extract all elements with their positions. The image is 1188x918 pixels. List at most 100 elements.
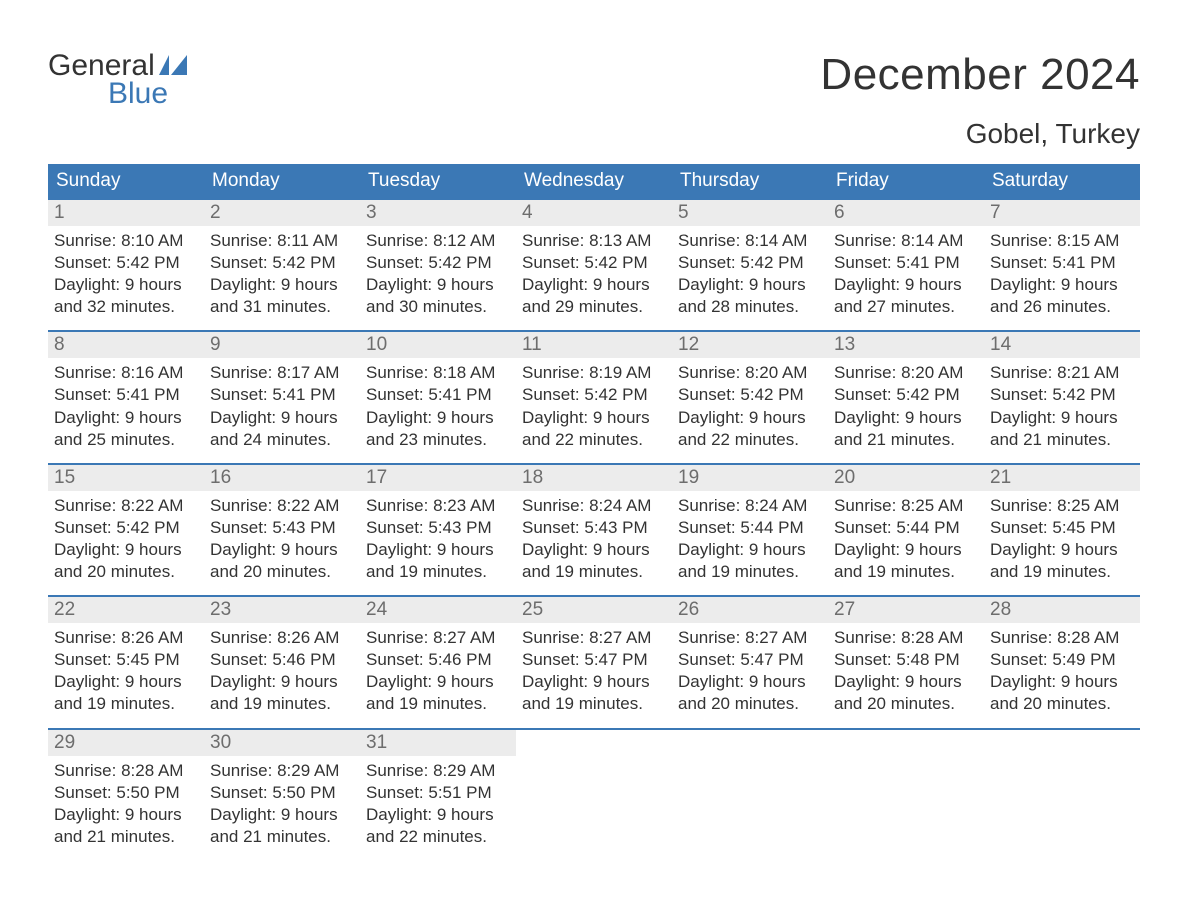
day-info: Sunrise: 8:28 AMSunset: 5:49 PMDaylight:…	[984, 623, 1140, 715]
day-cell: 26Sunrise: 8:27 AMSunset: 5:47 PMDayligh…	[672, 597, 828, 723]
day-number: 10	[360, 332, 516, 358]
sunrise-text: Sunrise: 8:19 AM	[522, 362, 666, 384]
day-cell: 27Sunrise: 8:28 AMSunset: 5:48 PMDayligh…	[828, 597, 984, 723]
day-number: 24	[360, 597, 516, 623]
sunset-text: Sunset: 5:42 PM	[522, 252, 666, 274]
sunset-text: Sunset: 5:42 PM	[678, 384, 822, 406]
day-number: 7	[984, 200, 1140, 226]
sunset-text: Sunset: 5:42 PM	[990, 384, 1134, 406]
day-number: 5	[672, 200, 828, 226]
day-cell: 19Sunrise: 8:24 AMSunset: 5:44 PMDayligh…	[672, 465, 828, 591]
dayheader-monday: Monday	[204, 164, 360, 198]
sunrise-text: Sunrise: 8:26 AM	[210, 627, 354, 649]
day-info: Sunrise: 8:29 AMSunset: 5:51 PMDaylight:…	[360, 756, 516, 848]
dl2-text: and 31 minutes.	[210, 296, 354, 318]
header-row: General Blue December 2024 Gobel, Turkey	[48, 50, 1140, 150]
day-number: 11	[516, 332, 672, 358]
sunset-text: Sunset: 5:41 PM	[834, 252, 978, 274]
sunrise-text: Sunrise: 8:22 AM	[210, 495, 354, 517]
day-cell: 18Sunrise: 8:24 AMSunset: 5:43 PMDayligh…	[516, 465, 672, 591]
day-number: 1	[48, 200, 204, 226]
sunset-text: Sunset: 5:41 PM	[210, 384, 354, 406]
sunset-text: Sunset: 5:42 PM	[522, 384, 666, 406]
sunset-text: Sunset: 5:47 PM	[522, 649, 666, 671]
dl2-text: and 22 minutes.	[522, 429, 666, 451]
day-info: Sunrise: 8:27 AMSunset: 5:47 PMDaylight:…	[516, 623, 672, 715]
sunrise-text: Sunrise: 8:20 AM	[834, 362, 978, 384]
dayheader-sunday: Sunday	[48, 164, 204, 198]
week-row: 8Sunrise: 8:16 AMSunset: 5:41 PMDaylight…	[48, 330, 1140, 458]
logo: General Blue	[48, 50, 193, 109]
sunset-text: Sunset: 5:44 PM	[834, 517, 978, 539]
day-number: 15	[48, 465, 204, 491]
day-cell: 2Sunrise: 8:11 AMSunset: 5:42 PMDaylight…	[204, 200, 360, 326]
weeks-container: 1Sunrise: 8:10 AMSunset: 5:42 PMDaylight…	[48, 198, 1140, 856]
sunset-text: Sunset: 5:42 PM	[834, 384, 978, 406]
dl1-text: Daylight: 9 hours	[366, 671, 510, 693]
day-info: Sunrise: 8:29 AMSunset: 5:50 PMDaylight:…	[204, 756, 360, 848]
day-info: Sunrise: 8:22 AMSunset: 5:42 PMDaylight:…	[48, 491, 204, 583]
sunset-text: Sunset: 5:49 PM	[990, 649, 1134, 671]
sunset-text: Sunset: 5:41 PM	[366, 384, 510, 406]
dl2-text: and 19 minutes.	[366, 693, 510, 715]
week-row: 29Sunrise: 8:28 AMSunset: 5:50 PMDayligh…	[48, 728, 1140, 856]
day-number: 4	[516, 200, 672, 226]
day-number: 2	[204, 200, 360, 226]
sunset-text: Sunset: 5:42 PM	[54, 517, 198, 539]
sunset-text: Sunset: 5:42 PM	[54, 252, 198, 274]
dayheader-tuesday: Tuesday	[360, 164, 516, 198]
dl1-text: Daylight: 9 hours	[366, 274, 510, 296]
dl2-text: and 30 minutes.	[366, 296, 510, 318]
sunset-text: Sunset: 5:46 PM	[210, 649, 354, 671]
day-cell	[828, 730, 984, 856]
dl2-text: and 19 minutes.	[54, 693, 198, 715]
dl2-text: and 20 minutes.	[834, 693, 978, 715]
sunrise-text: Sunrise: 8:13 AM	[522, 230, 666, 252]
day-info: Sunrise: 8:22 AMSunset: 5:43 PMDaylight:…	[204, 491, 360, 583]
sunrise-text: Sunrise: 8:29 AM	[366, 760, 510, 782]
day-info: Sunrise: 8:20 AMSunset: 5:42 PMDaylight:…	[828, 358, 984, 450]
day-cell	[672, 730, 828, 856]
sunset-text: Sunset: 5:50 PM	[210, 782, 354, 804]
day-info: Sunrise: 8:28 AMSunset: 5:48 PMDaylight:…	[828, 623, 984, 715]
day-cell: 30Sunrise: 8:29 AMSunset: 5:50 PMDayligh…	[204, 730, 360, 856]
dl2-text: and 19 minutes.	[990, 561, 1134, 583]
dl1-text: Daylight: 9 hours	[210, 671, 354, 693]
day-info: Sunrise: 8:21 AMSunset: 5:42 PMDaylight:…	[984, 358, 1140, 450]
day-cell: 13Sunrise: 8:20 AMSunset: 5:42 PMDayligh…	[828, 332, 984, 458]
dl1-text: Daylight: 9 hours	[678, 274, 822, 296]
dl2-text: and 20 minutes.	[990, 693, 1134, 715]
location: Gobel, Turkey	[820, 118, 1140, 150]
sunset-text: Sunset: 5:47 PM	[678, 649, 822, 671]
dl2-text: and 22 minutes.	[678, 429, 822, 451]
day-info: Sunrise: 8:26 AMSunset: 5:46 PMDaylight:…	[204, 623, 360, 715]
sunrise-text: Sunrise: 8:20 AM	[678, 362, 822, 384]
dl2-text: and 19 minutes.	[210, 693, 354, 715]
sunset-text: Sunset: 5:41 PM	[990, 252, 1134, 274]
dl2-text: and 23 minutes.	[366, 429, 510, 451]
day-info: Sunrise: 8:26 AMSunset: 5:45 PMDaylight:…	[48, 623, 204, 715]
sunrise-text: Sunrise: 8:27 AM	[522, 627, 666, 649]
dl1-text: Daylight: 9 hours	[210, 539, 354, 561]
day-cell: 22Sunrise: 8:26 AMSunset: 5:45 PMDayligh…	[48, 597, 204, 723]
day-info: Sunrise: 8:13 AMSunset: 5:42 PMDaylight:…	[516, 226, 672, 318]
dl1-text: Daylight: 9 hours	[834, 274, 978, 296]
day-number: 22	[48, 597, 204, 623]
week-row: 1Sunrise: 8:10 AMSunset: 5:42 PMDaylight…	[48, 198, 1140, 326]
dl1-text: Daylight: 9 hours	[522, 671, 666, 693]
dayheader-saturday: Saturday	[984, 164, 1140, 198]
day-cell: 10Sunrise: 8:18 AMSunset: 5:41 PMDayligh…	[360, 332, 516, 458]
day-cell: 29Sunrise: 8:28 AMSunset: 5:50 PMDayligh…	[48, 730, 204, 856]
day-info: Sunrise: 8:24 AMSunset: 5:43 PMDaylight:…	[516, 491, 672, 583]
dl2-text: and 21 minutes.	[54, 826, 198, 848]
sunrise-text: Sunrise: 8:16 AM	[54, 362, 198, 384]
day-cell: 9Sunrise: 8:17 AMSunset: 5:41 PMDaylight…	[204, 332, 360, 458]
sunset-text: Sunset: 5:42 PM	[678, 252, 822, 274]
dl2-text: and 19 minutes.	[522, 561, 666, 583]
dl1-text: Daylight: 9 hours	[522, 274, 666, 296]
day-cell: 8Sunrise: 8:16 AMSunset: 5:41 PMDaylight…	[48, 332, 204, 458]
day-info: Sunrise: 8:10 AMSunset: 5:42 PMDaylight:…	[48, 226, 204, 318]
dl1-text: Daylight: 9 hours	[522, 407, 666, 429]
day-cell: 28Sunrise: 8:28 AMSunset: 5:49 PMDayligh…	[984, 597, 1140, 723]
dl1-text: Daylight: 9 hours	[990, 671, 1134, 693]
